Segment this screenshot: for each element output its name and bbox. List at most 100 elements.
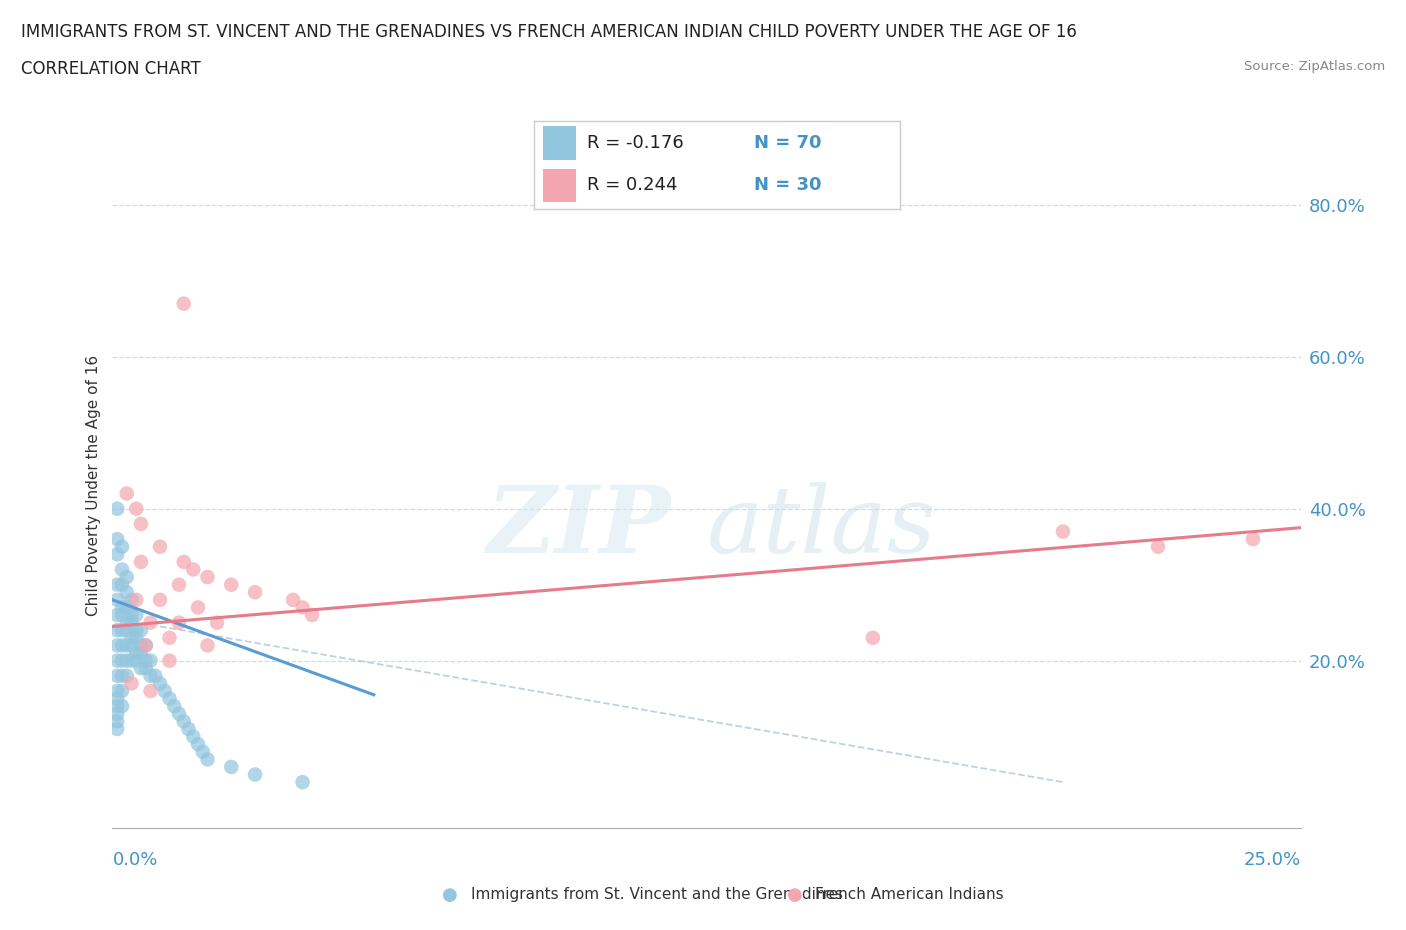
- Point: [115, 638, 138, 653]
- Point: [105, 653, 128, 668]
- Point: [111, 698, 134, 713]
- Point: [187, 737, 209, 751]
- Point: [129, 554, 152, 569]
- Point: [1241, 532, 1264, 547]
- Text: ZIP: ZIP: [486, 482, 671, 572]
- Text: N = 30: N = 30: [754, 177, 821, 194]
- Point: [291, 600, 314, 615]
- Point: [149, 676, 172, 691]
- Point: [115, 569, 138, 585]
- Point: [105, 532, 128, 547]
- Point: [167, 578, 190, 592]
- Text: R = -0.176: R = -0.176: [588, 134, 685, 152]
- Point: [111, 607, 134, 622]
- Point: [129, 660, 152, 675]
- Point: [105, 607, 128, 622]
- Point: [111, 539, 134, 554]
- Point: [129, 623, 152, 638]
- Point: [167, 707, 190, 722]
- Point: [111, 669, 134, 684]
- Point: [135, 660, 157, 675]
- Point: [125, 645, 148, 660]
- Text: R = 0.244: R = 0.244: [588, 177, 678, 194]
- Point: [159, 691, 181, 706]
- Point: [167, 616, 190, 631]
- Point: [197, 569, 219, 585]
- Text: ●: ●: [441, 885, 458, 904]
- Point: [129, 645, 152, 660]
- Point: [105, 722, 128, 737]
- Point: [205, 616, 228, 631]
- Point: [197, 638, 219, 653]
- Point: [125, 592, 148, 607]
- Point: [181, 562, 204, 577]
- Point: [301, 607, 323, 622]
- Text: 25.0%: 25.0%: [1243, 851, 1301, 870]
- Point: [1147, 539, 1170, 554]
- Point: [105, 669, 128, 684]
- Point: [173, 297, 195, 312]
- Point: [143, 669, 166, 684]
- Point: [105, 691, 128, 706]
- Point: [121, 638, 143, 653]
- Point: [181, 729, 204, 744]
- Point: [111, 638, 134, 653]
- Point: [125, 501, 148, 516]
- Point: [115, 600, 138, 615]
- Text: atlas: atlas: [707, 482, 936, 572]
- Point: [105, 698, 128, 713]
- Point: [135, 638, 157, 653]
- Point: [153, 684, 176, 698]
- Text: French American Indians: French American Indians: [815, 887, 1004, 902]
- Point: [173, 554, 195, 569]
- Point: [163, 698, 186, 713]
- Text: IMMIGRANTS FROM ST. VINCENT AND THE GRENADINES VS FRENCH AMERICAN INDIAN CHILD P: IMMIGRANTS FROM ST. VINCENT AND THE GREN…: [21, 23, 1077, 41]
- Point: [159, 653, 181, 668]
- Point: [139, 684, 162, 698]
- Point: [139, 669, 162, 684]
- Text: N = 70: N = 70: [754, 134, 821, 152]
- Point: [139, 653, 162, 668]
- Point: [115, 616, 138, 631]
- Text: 0.0%: 0.0%: [112, 851, 157, 870]
- Point: [135, 653, 157, 668]
- Point: [111, 653, 134, 668]
- Point: [159, 631, 181, 645]
- Point: [121, 607, 143, 622]
- Point: [129, 516, 152, 531]
- Y-axis label: Child Poverty Under the Age of 16: Child Poverty Under the Age of 16: [86, 355, 101, 617]
- Point: [139, 616, 162, 631]
- Point: [862, 631, 884, 645]
- Point: [177, 722, 200, 737]
- Point: [121, 616, 143, 631]
- Point: [121, 592, 143, 607]
- Point: [173, 714, 195, 729]
- Point: [121, 676, 143, 691]
- Point: [115, 623, 138, 638]
- Point: [105, 592, 128, 607]
- Point: [129, 638, 152, 653]
- Point: [187, 600, 209, 615]
- Point: [149, 592, 172, 607]
- Point: [243, 767, 266, 782]
- Point: [115, 669, 138, 684]
- Point: [111, 562, 134, 577]
- Point: [105, 707, 128, 722]
- Point: [243, 585, 266, 600]
- Point: [105, 623, 128, 638]
- Point: [111, 623, 134, 638]
- Point: [111, 578, 134, 592]
- Point: [191, 744, 214, 759]
- Point: [135, 638, 157, 653]
- Text: Source: ZipAtlas.com: Source: ZipAtlas.com: [1244, 60, 1385, 73]
- Bar: [543, 126, 576, 160]
- Point: [1052, 525, 1074, 539]
- Point: [105, 638, 128, 653]
- Point: [105, 578, 128, 592]
- Text: CORRELATION CHART: CORRELATION CHART: [21, 60, 201, 78]
- Point: [149, 539, 172, 554]
- Point: [105, 547, 128, 562]
- Point: [281, 592, 304, 607]
- Point: [125, 623, 148, 638]
- Bar: [543, 168, 576, 202]
